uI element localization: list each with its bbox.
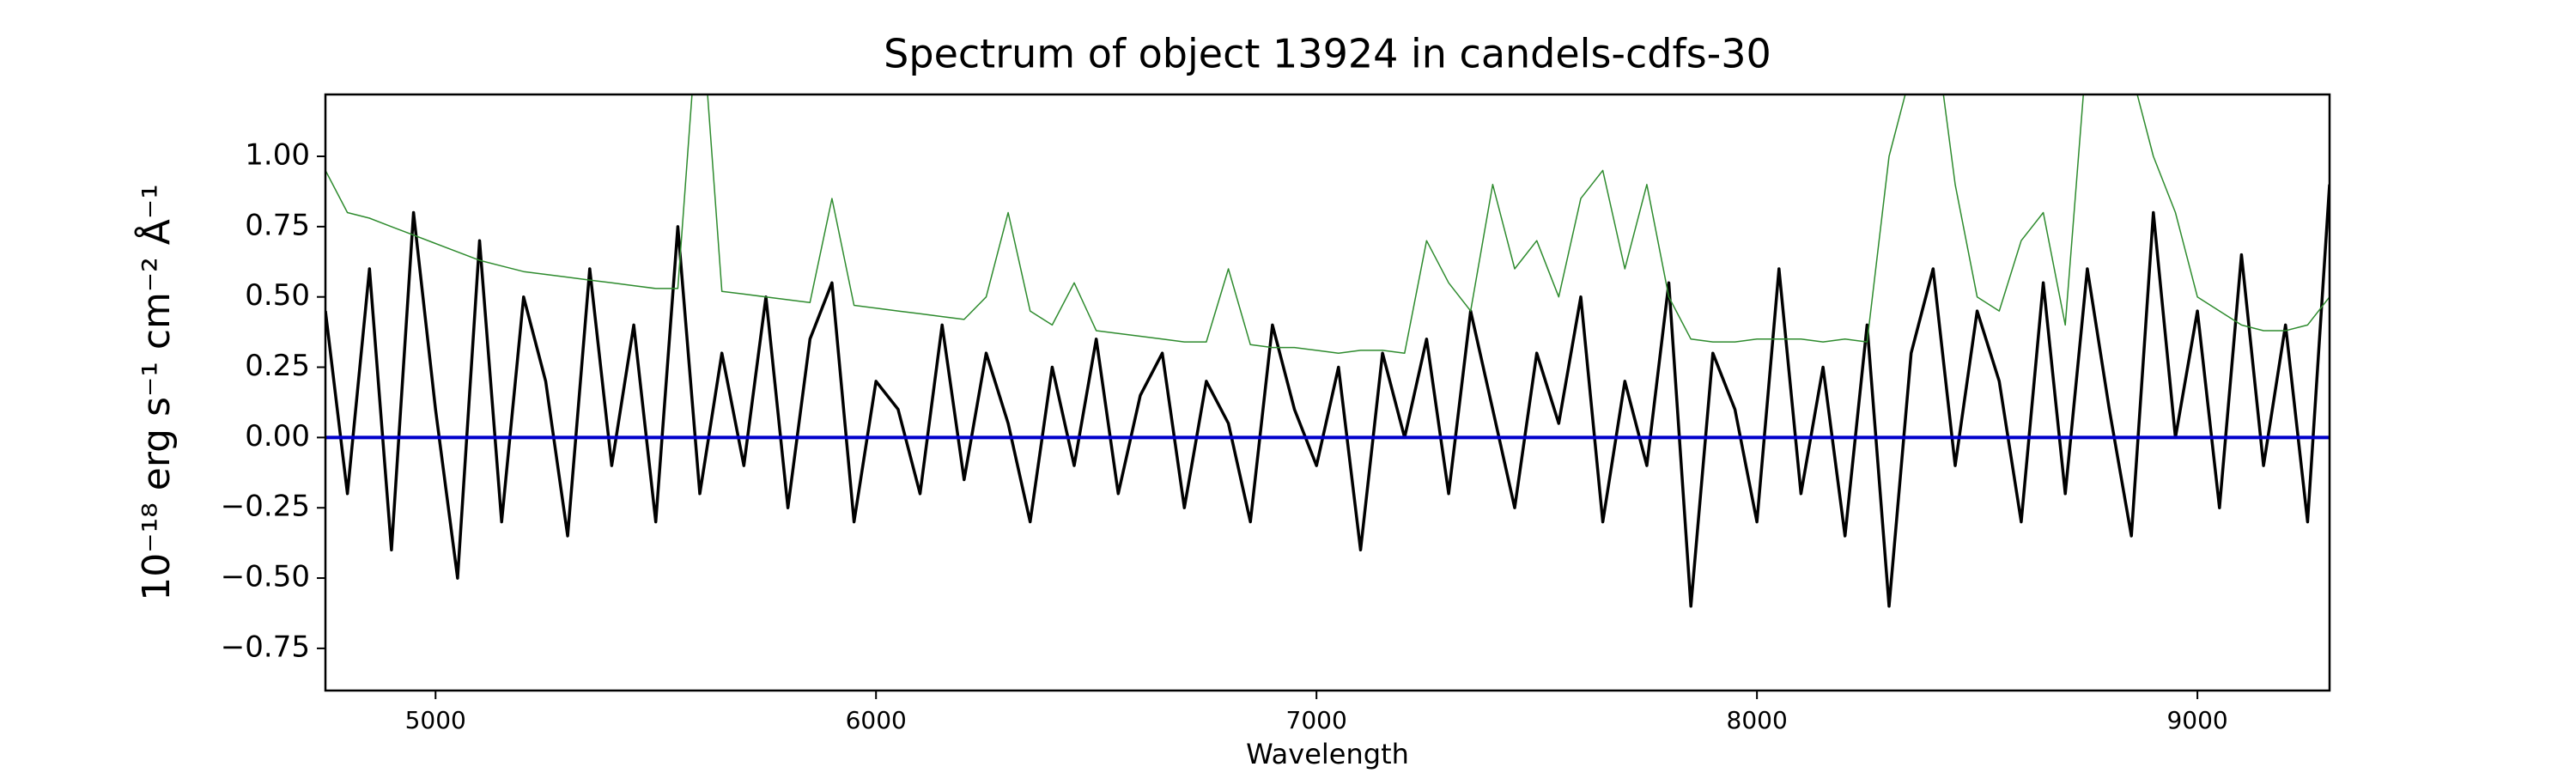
y-tick-label: 0.75 bbox=[245, 208, 310, 242]
y-tick-label: 1.00 bbox=[245, 138, 310, 173]
chart-title: Spectrum of object 13924 in candels-cdfs… bbox=[884, 31, 1771, 77]
x-tick-label: 8000 bbox=[1727, 706, 1788, 734]
y-axis-label: 10⁻¹⁸ erg s⁻¹ cm⁻² Å⁻¹ bbox=[133, 184, 179, 600]
spectrum-line bbox=[325, 184, 2330, 608]
y-tick-label: −0.75 bbox=[221, 630, 310, 664]
y-tick-label: 0.25 bbox=[245, 349, 310, 383]
x-tick-label: 7000 bbox=[1286, 706, 1347, 734]
plot-frame bbox=[324, 93, 2331, 692]
spectrum-line bbox=[325, 94, 2330, 354]
x-axis-label: Wavelength bbox=[1246, 738, 1409, 770]
y-tick-label: 0.00 bbox=[245, 419, 310, 453]
y-tick-label: 0.50 bbox=[245, 278, 310, 313]
y-tick-label: −0.50 bbox=[221, 560, 310, 594]
x-tick-label: 6000 bbox=[846, 706, 907, 734]
x-tick-label: 5000 bbox=[405, 706, 466, 734]
x-tick-label: 9000 bbox=[2166, 706, 2227, 734]
y-tick-label: −0.25 bbox=[221, 490, 310, 524]
plot-area bbox=[325, 94, 2330, 608]
